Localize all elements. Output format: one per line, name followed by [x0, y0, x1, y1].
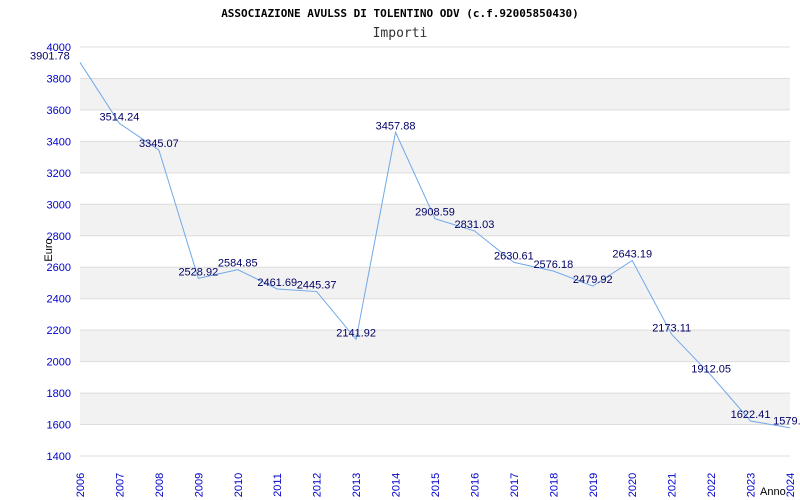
data-label: 3514.24: [100, 111, 140, 123]
x-tick-label: 2020: [627, 473, 639, 497]
y-tick-label: 3200: [47, 168, 71, 180]
x-tick-label: 2024: [785, 473, 797, 497]
x-tick-label: 2023: [746, 473, 758, 497]
x-axis-label: Anno: [760, 486, 786, 498]
data-label: 3457.88: [376, 120, 416, 132]
grid-band: [80, 141, 790, 173]
x-tick-label: 2014: [391, 473, 403, 497]
x-tick-label: 2018: [548, 473, 560, 497]
grid-band: [80, 47, 790, 79]
x-tick-label: 2021: [667, 473, 679, 497]
data-label: 1912.05: [691, 363, 731, 375]
data-label: 2630.61: [494, 250, 534, 262]
data-label: 2643.19: [612, 248, 652, 260]
y-tick-label: 3800: [47, 73, 71, 85]
data-label: 2528.92: [178, 266, 218, 278]
y-tick-label: 2400: [47, 294, 71, 306]
y-tick-label: 3600: [47, 105, 71, 117]
x-tick-label: 2016: [469, 473, 481, 497]
y-tick-label: 4000: [47, 42, 71, 54]
series-line: [79, 62, 791, 429]
grid-band: [80, 393, 790, 425]
y-tick-label: 1800: [47, 388, 71, 400]
y-axis-ticks: 1400 1600 1800 2000 2200 2400 2600 2800 3000 3200…: [47, 42, 71, 463]
y-tick-label: 2600: [47, 262, 71, 274]
grid-lines: [80, 46, 790, 457]
x-tick-label: 2007: [114, 473, 126, 497]
x-tick-label: 2017: [509, 473, 521, 497]
x-tick-label: 2022: [706, 473, 718, 497]
x-tick-label: 2012: [312, 473, 324, 497]
grid-band: [80, 361, 790, 394]
x-tick-label: 2015: [430, 473, 442, 497]
data-label: 3901.78: [30, 50, 70, 62]
grid-band: [80, 109, 790, 142]
data-label: 2576.18: [533, 259, 573, 271]
x-tick-label: 2013: [351, 473, 363, 497]
y-tick-label: 2200: [47, 325, 71, 337]
y-tick-label: 2800: [47, 231, 71, 243]
y-axis-label: Euro: [43, 238, 55, 261]
data-label: 2173.11: [652, 322, 691, 334]
data-label: 2461.69: [257, 277, 297, 289]
x-tick-label: 2006: [75, 473, 87, 497]
grid-band: [80, 78, 790, 110]
data-label: 2479.92: [573, 274, 613, 286]
grid-band: [80, 267, 790, 299]
y-tick-label: 2000: [47, 357, 71, 369]
grid-band: [80, 204, 790, 236]
grid-band: [80, 172, 790, 205]
chart-title: ASSOCIAZIONE AVULSS DI TOLENTINO ODV (c.…: [221, 7, 579, 20]
y-tick-label: 3000: [47, 199, 71, 211]
y-tick-label: 1600: [47, 420, 71, 432]
grid-band: [80, 235, 790, 268]
grid-band: [80, 330, 790, 362]
y-tick-label: 1400: [47, 451, 71, 463]
x-tick-label: 2019: [588, 473, 600, 497]
data-label: 1622.41: [731, 409, 771, 421]
x-tick-label: 2008: [154, 473, 166, 497]
data-label: 2831.03: [455, 219, 495, 231]
data-label: 1579.9: [773, 416, 800, 428]
chart-subtitle: Importi: [373, 26, 428, 41]
grid-band: [80, 298, 790, 331]
data-label: 2908.59: [415, 207, 455, 219]
data-label: 2584.85: [218, 258, 258, 270]
y-tick-label: 3400: [47, 136, 71, 148]
data-label: 2445.37: [297, 280, 337, 292]
grid-band: [80, 424, 790, 456]
x-tick-label: 2009: [193, 473, 205, 497]
x-tick-label: 2010: [233, 473, 245, 497]
x-tick-label: 2011: [272, 473, 284, 497]
data-label: 3345.07: [139, 138, 179, 150]
grid-bands: [80, 47, 790, 456]
data-label: 2141.92: [336, 327, 376, 339]
x-axis-ticks: 2006 2007 2008 2009 2010 2011 2012 2013 2014 2015…: [75, 473, 797, 497]
